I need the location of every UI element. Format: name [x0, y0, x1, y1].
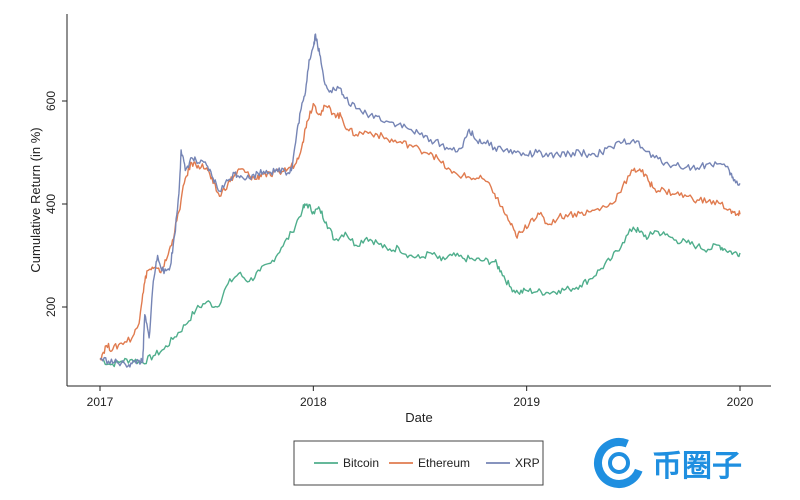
y-ticks: 200 400 600 [44, 91, 67, 317]
y-tick-label: 400 [44, 194, 58, 214]
y-tick-label: 200 [44, 297, 58, 317]
legend-label-xrp: XRP [515, 456, 540, 470]
series-line-bitcoin [99, 203, 741, 368]
y-tick-label: 600 [44, 91, 58, 111]
x-axis-title: Date [405, 410, 432, 425]
x-ticks: 2017 2018 2019 2020 [87, 386, 754, 409]
series-line-ethereum [99, 102, 741, 361]
coin-c-logo-icon [594, 438, 644, 488]
y-axis-title: Cumulative Return (in %) [28, 127, 43, 272]
x-tick-label: 2020 [727, 395, 754, 409]
series-group [99, 33, 741, 368]
x-tick-label: 2018 [300, 395, 327, 409]
legend-items: Bitcoin Ethereum XRP [314, 456, 540, 470]
x-tick-label: 2019 [513, 395, 540, 409]
legend-label-bitcoin: Bitcoin [343, 456, 379, 470]
legend-label-ethereum: Ethereum [418, 456, 470, 470]
watermark: 币圈子 [594, 438, 742, 488]
axes [66, 14, 771, 387]
x-tick-label: 2017 [87, 395, 114, 409]
legend: Bitcoin Ethereum XRP [293, 440, 544, 486]
watermark-text: 币圈子 [652, 449, 742, 484]
series-line-xrp [99, 33, 741, 368]
